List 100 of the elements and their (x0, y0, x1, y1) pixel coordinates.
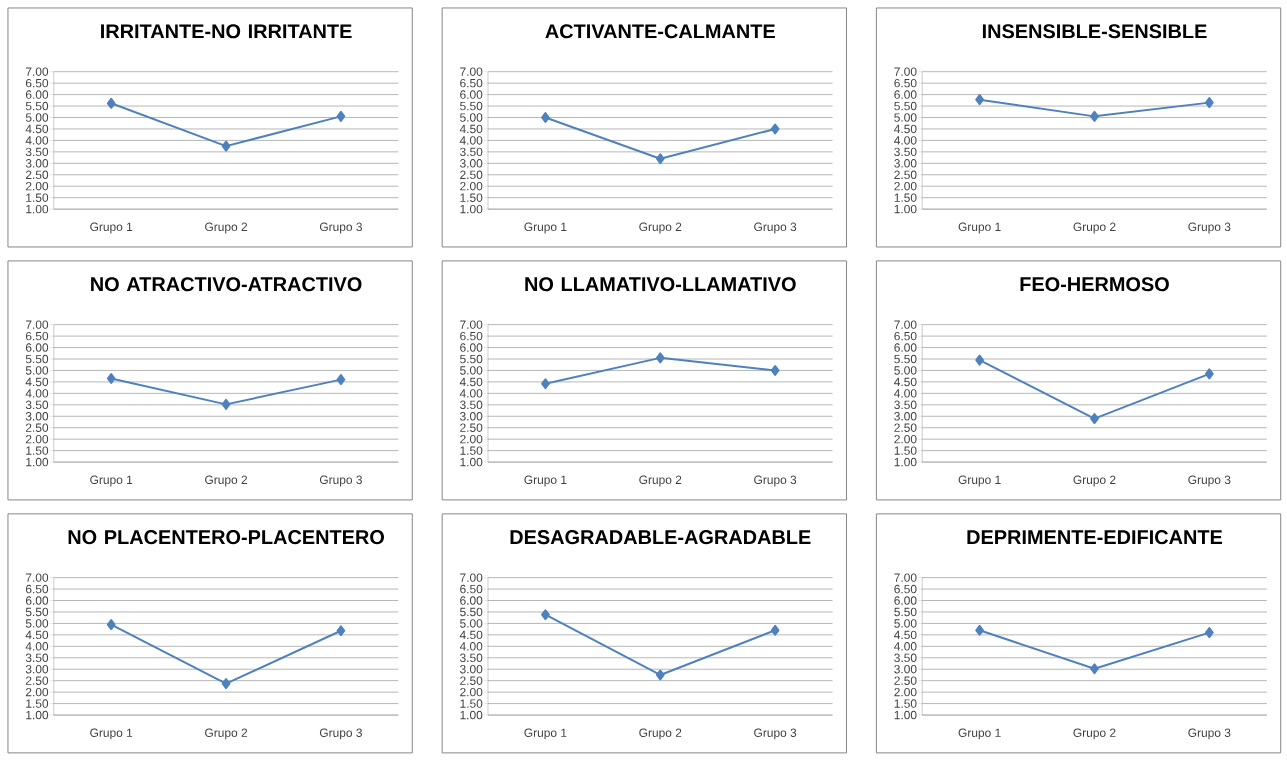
y-tick-label: 1.50 (26, 699, 49, 708)
y-tick-label: 5.50 (460, 607, 483, 617)
y-tick-label: 5.00 (894, 113, 917, 122)
y-tick-label: 5.00 (894, 619, 917, 628)
y-tick-label: 6.50 (894, 331, 917, 341)
y-tick-label: 4.50 (25, 630, 49, 640)
x-tick-label: Grupo 1 (524, 728, 567, 740)
y-tick-label: 6.00 (25, 90, 49, 99)
y-tick-label: 1.00 (460, 204, 483, 214)
x-tick-label: Grupo 1 (524, 222, 567, 234)
x-tick-label: Grupo 1 (958, 475, 1001, 487)
x-tick-label: Grupo 3 (754, 728, 797, 740)
point (221, 678, 231, 690)
point (975, 624, 984, 636)
point (541, 378, 550, 390)
y-tick-label: 6.00 (894, 343, 917, 352)
y-tick-label: 3.50 (460, 653, 483, 663)
y-tick-label: 5.50 (894, 607, 917, 617)
y-tick-label: 5.00 (25, 113, 49, 122)
x-tick-label: Grupo 1 (90, 475, 133, 487)
y-tick-label: 1.50 (26, 446, 49, 455)
y-tick-label: 2.00 (25, 435, 49, 444)
chart-title: NO LLAMATIVO-LLAMATIVO (525, 277, 796, 292)
point (770, 365, 780, 377)
x-tick-label: Grupo 1 (524, 475, 567, 487)
y-tick-label: 6.50 (25, 331, 49, 341)
point (770, 123, 780, 135)
point (336, 374, 346, 386)
point (221, 398, 231, 410)
point (655, 352, 665, 364)
x-tick-label: Grupo 1 (90, 728, 133, 740)
y-tick-label: 3.00 (460, 665, 483, 674)
x-tick-label: Grupo 2 (205, 222, 248, 234)
y-tick-label: 6.50 (894, 584, 917, 594)
y-tick-label: 6.00 (25, 343, 49, 352)
y-tick-label: 2.50 (894, 676, 917, 685)
x-tick-label: Grupo 3 (319, 475, 362, 487)
y-tick-label: 2.00 (894, 687, 917, 697)
y-tick-label: 7.00 (25, 320, 49, 329)
point (106, 619, 116, 631)
x-tick-label: Grupo 2 (205, 728, 248, 740)
y-tick-label: 4.50 (459, 377, 483, 387)
y-tick-label: 6.50 (25, 79, 49, 88)
chart-title: INSENSIBLE-SENSIBLE (982, 24, 1207, 39)
y-tick-label: 3.50 (25, 400, 49, 410)
y-tick-label: 4.00 (459, 642, 483, 651)
y-tick-label: 1.00 (460, 710, 483, 720)
y-tick-label: 7.00 (460, 320, 483, 329)
y-tick-label: 1.50 (460, 699, 483, 708)
y-tick-label: 2.00 (25, 687, 49, 697)
y-tick-label: 6.50 (894, 79, 917, 88)
x-tick-label: Grupo 1 (90, 222, 133, 234)
y-tick-label: 6.50 (460, 79, 483, 88)
y-tick-label: 3.00 (25, 665, 49, 674)
y-tick-label: 2.00 (460, 435, 483, 444)
y-tick-label: 7.00 (894, 320, 917, 329)
y-tick-label: 4.00 (894, 389, 917, 398)
point (1090, 413, 1099, 425)
y-tick-label: 7.00 (894, 67, 917, 76)
y-tick-label: 5.00 (460, 619, 483, 628)
y-tick-label: 2.50 (894, 423, 917, 433)
point (1204, 627, 1214, 639)
x-tick-label: Grupo 2 (639, 222, 682, 234)
y-tick-label: 4.50 (25, 377, 49, 387)
y-tick-label: 4.00 (459, 136, 483, 145)
chart-title: IRRITANTE-NO IRRITANTE (101, 24, 352, 39)
y-tick-label: 3.50 (25, 653, 49, 663)
y-tick-label: 5.50 (25, 354, 49, 364)
y-tick-label: 5.50 (460, 354, 483, 364)
y-tick-label: 4.00 (894, 136, 917, 145)
y-tick-label: 6.00 (460, 343, 483, 352)
y-tick-label: 4.00 (25, 136, 49, 145)
y-tick-label: 3.50 (460, 400, 483, 410)
y-tick-label: 3.00 (894, 665, 917, 674)
chart-title: NO ATRACTIVO-ATRACTIVO (91, 277, 362, 292)
y-tick-label: 6.00 (894, 596, 917, 605)
y-tick-label: 3.50 (460, 147, 483, 157)
point (221, 140, 231, 152)
y-tick-label: 6.00 (460, 90, 483, 99)
y-tick-label: 5.50 (894, 101, 917, 111)
y-tick-label: 5.00 (25, 619, 49, 628)
y-tick-label: 1.50 (460, 446, 483, 455)
y-tick-label: 5.00 (460, 366, 483, 375)
point (106, 97, 116, 109)
y-tick-label: 7.00 (25, 67, 49, 76)
y-tick-label: 2.00 (460, 687, 483, 697)
y-tick-label: 6.00 (894, 90, 917, 99)
y-tick-label: 5.50 (894, 354, 917, 364)
y-tick-label: 5.50 (25, 101, 49, 111)
x-tick-label: Grupo 3 (754, 222, 797, 234)
y-tick-label: 5.00 (460, 113, 483, 122)
y-tick-label: 3.50 (25, 147, 49, 157)
y-tick-label: 7.00 (25, 573, 49, 582)
x-tick-label: Grupo 3 (319, 222, 362, 234)
y-tick-label: 2.00 (460, 182, 483, 191)
point (1090, 110, 1099, 122)
x-tick-label: Grupo 2 (639, 728, 682, 740)
y-tick-label: 3.00 (894, 159, 917, 168)
point (336, 625, 346, 637)
y-tick-label: 6.50 (460, 584, 483, 594)
